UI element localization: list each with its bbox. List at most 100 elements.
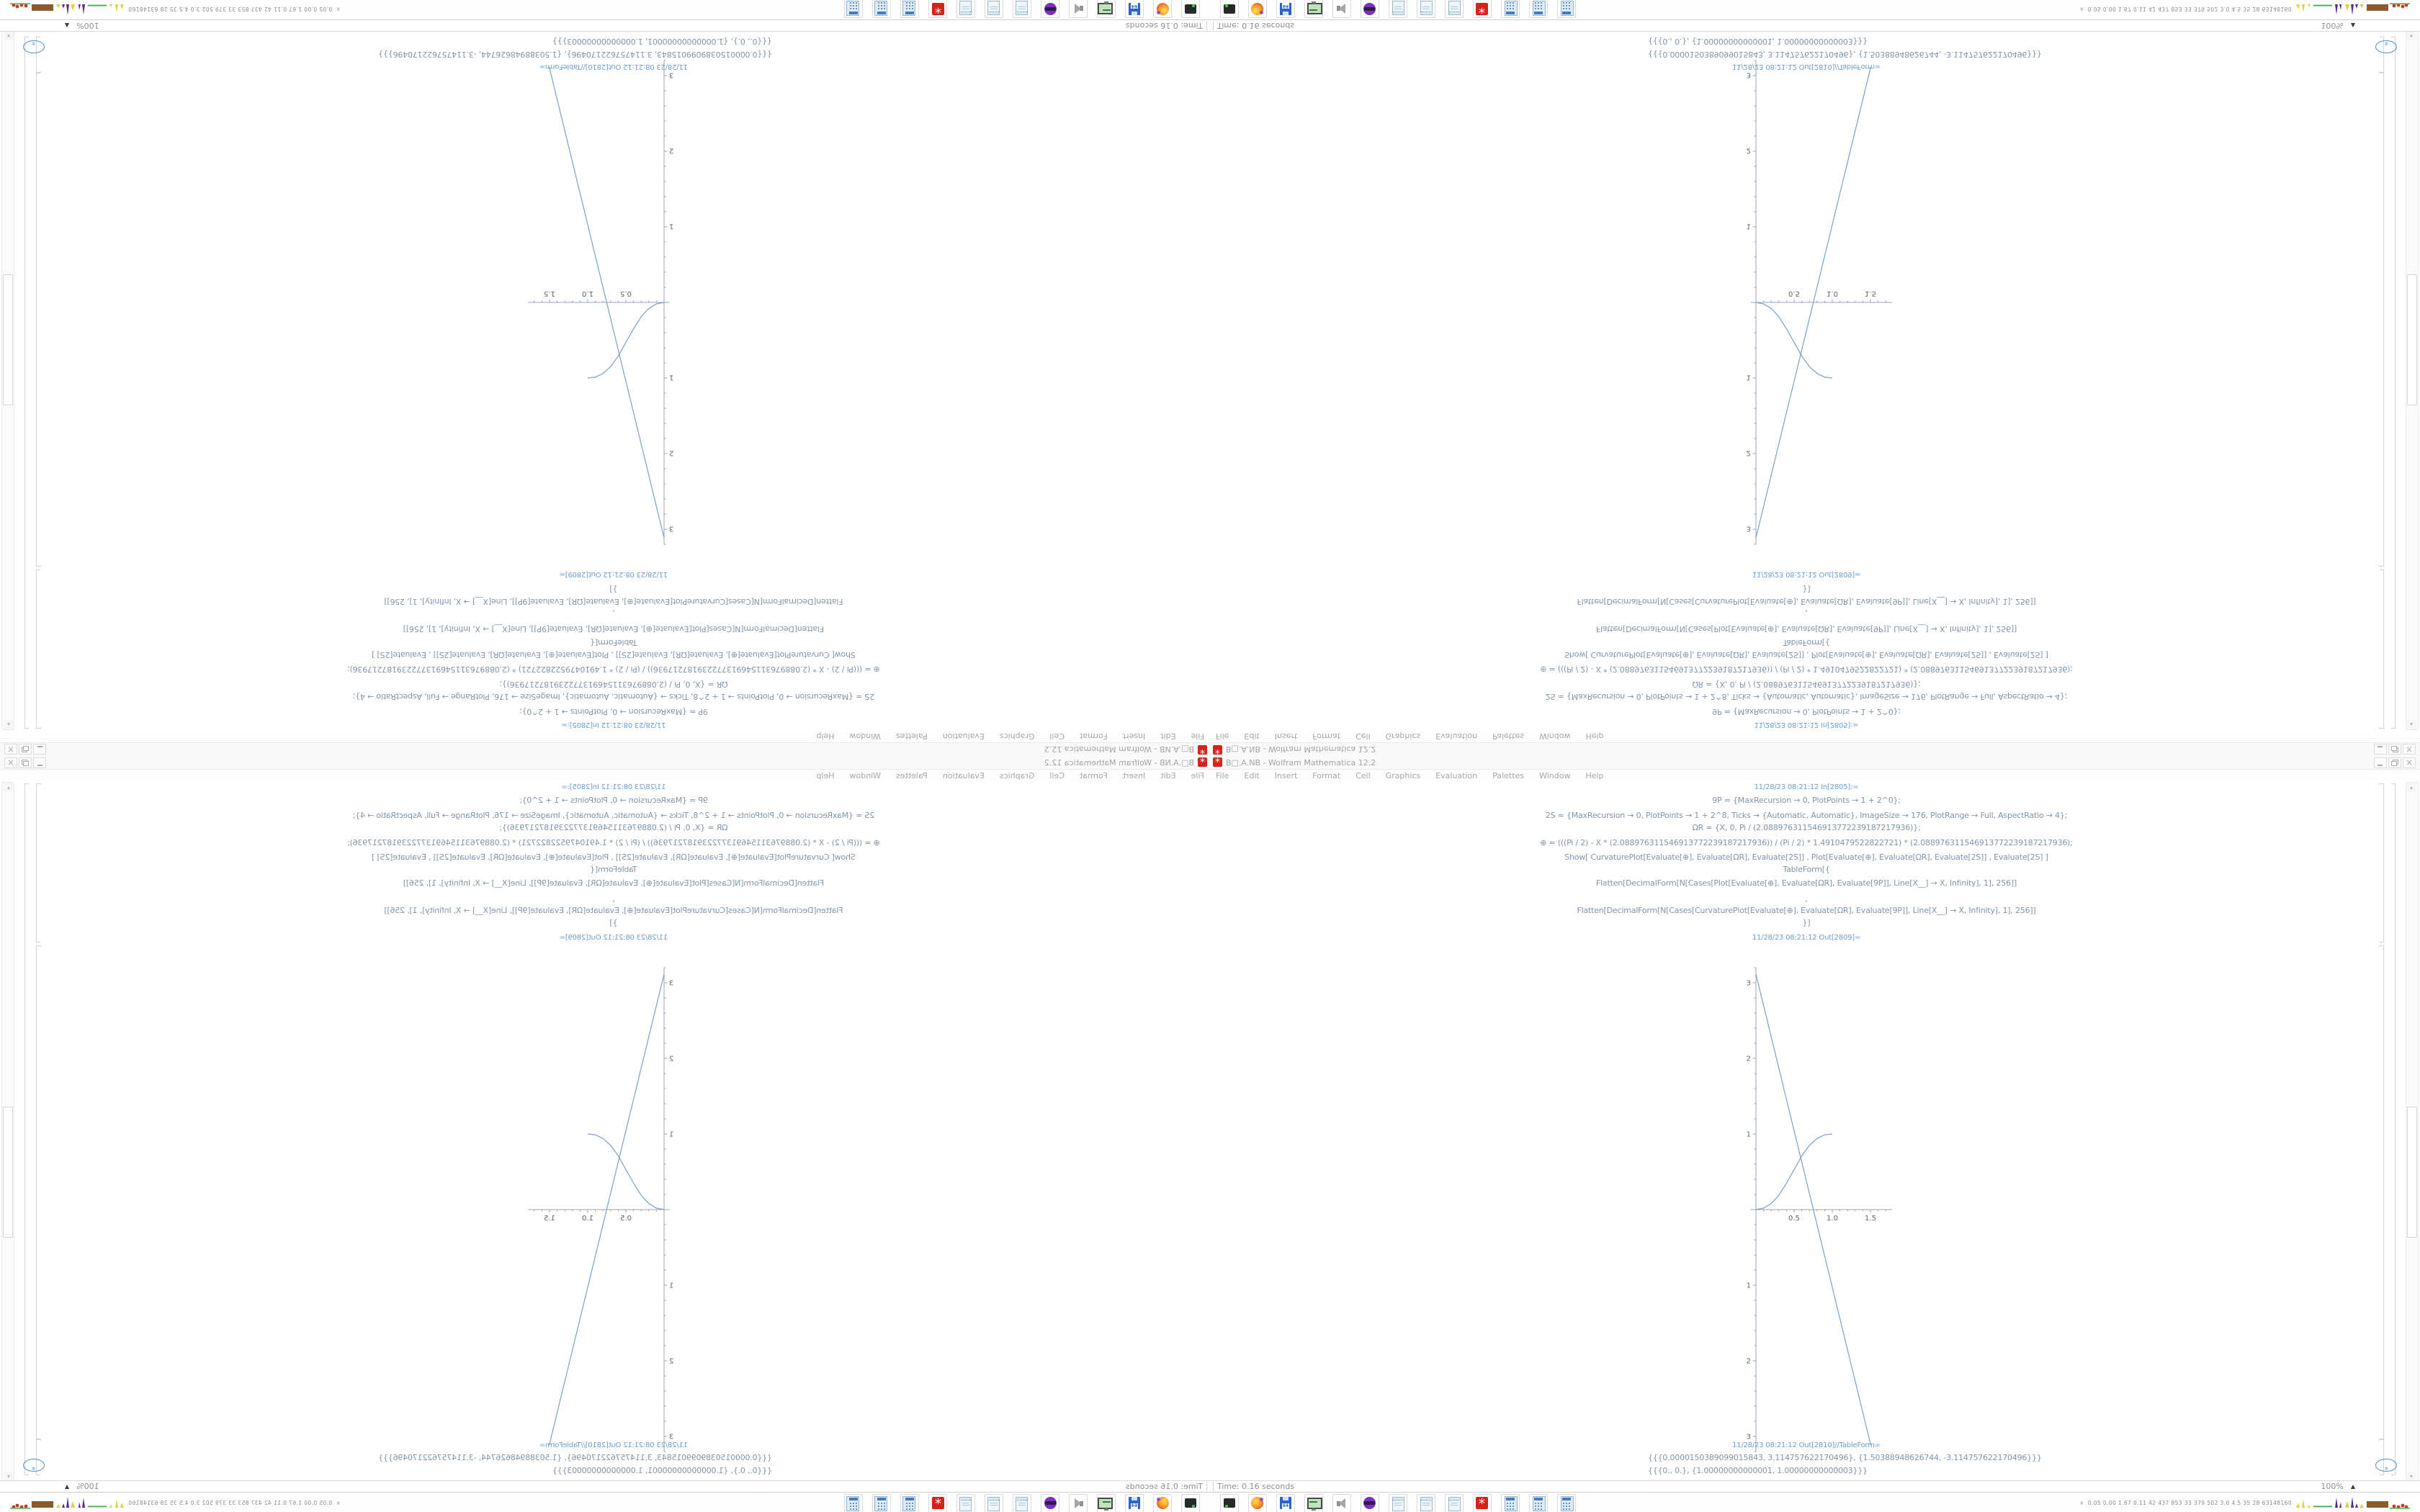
menu-cell[interactable]: Cell <box>1049 732 1065 742</box>
window-titlebar[interactable]: * B□.A.NB - Wolfram Mathematica 12.2 <box>1210 742 2420 756</box>
cell-bracket-output-plot[interactable] <box>36 945 41 1439</box>
volume-icon[interactable] <box>1069 0 1088 18</box>
menu-graphics[interactable]: Graphics <box>999 732 1035 742</box>
menu-window[interactable]: Window <box>849 770 881 780</box>
tray-expander-icon[interactable]: « <box>2077 6 2086 12</box>
menu-edit[interactable]: Edit <box>1160 732 1176 742</box>
cell-bracket-group[interactable] <box>2391 37 2396 729</box>
menu-cell[interactable]: Cell <box>1355 770 1371 780</box>
tray-expander-icon[interactable]: « <box>334 6 343 12</box>
calculator-icon[interactable] <box>1557 1494 1576 1512</box>
menu-graphics[interactable]: Graphics <box>1385 732 1421 742</box>
notepad-icon[interactable] <box>1445 1494 1464 1512</box>
magnification-value[interactable]: 100% <box>2321 1482 2344 1491</box>
menu-format[interactable]: Format <box>1312 732 1341 742</box>
calculator-icon[interactable] <box>1557 0 1576 18</box>
notepad-icon[interactable] <box>985 1494 1003 1512</box>
purple-mask-app-icon[interactable] <box>1361 1494 1379 1512</box>
menu-window[interactable]: Window <box>1539 770 1571 780</box>
minimize-button[interactable] <box>2374 757 2387 768</box>
cell-bracket-input[interactable] <box>36 570 41 729</box>
menu-file[interactable]: File <box>1216 770 1229 780</box>
minimize-button[interactable] <box>33 757 46 768</box>
firefox-icon[interactable] <box>1153 1494 1172 1512</box>
volume-icon[interactable] <box>1332 1494 1351 1512</box>
notepad-icon[interactable] <box>1013 0 1031 18</box>
notepad-icon[interactable] <box>1389 1494 1407 1512</box>
restore-button[interactable] <box>2388 757 2401 768</box>
menu-window[interactable]: Window <box>1539 732 1571 742</box>
cell-bracket-input[interactable] <box>2379 783 2384 942</box>
notepad-icon[interactable] <box>956 1494 975 1512</box>
notebook-content[interactable]: 11/28/23 08:21:12 In[2805]:= 9P = {MaxRe… <box>1210 32 2420 731</box>
menu-cell[interactable]: Cell <box>1049 770 1065 780</box>
magnification-popup-icon[interactable]: ▲ <box>65 22 70 29</box>
window-titlebar[interactable]: * B□.A.NB - Wolfram Mathematica 12.2 <box>1210 756 2420 770</box>
magnification-value[interactable]: 100% <box>76 21 99 30</box>
vertical-scrollbar[interactable]: ▴ ▾ <box>1 782 14 1482</box>
cell-bracket-output-plot[interactable] <box>2379 945 2384 1439</box>
wolfram-mathematica-icon[interactable]: * <box>1473 1494 1492 1512</box>
magnification-popup-icon[interactable]: ▲ <box>65 1483 70 1490</box>
menu-help[interactable]: Help <box>1585 770 1604 780</box>
calculator-icon[interactable] <box>900 1494 919 1512</box>
menu-palettes[interactable]: Palettes <box>1492 732 1525 742</box>
menu-palettes[interactable]: Palettes <box>895 770 928 780</box>
close-button[interactable] <box>2403 757 2416 768</box>
tray-expander-icon[interactable]: « <box>2077 1500 2086 1506</box>
menu-insert[interactable]: Insert <box>1274 732 1298 742</box>
purple-mask-app-icon[interactable] <box>1361 0 1379 18</box>
system-monitor-icon[interactable] <box>1304 0 1323 18</box>
calculator-icon[interactable] <box>872 1494 891 1512</box>
magnification-popup-icon[interactable]: ▲ <box>2350 1483 2355 1490</box>
calculator-icon[interactable] <box>844 0 863 18</box>
minimize-button[interactable] <box>2374 744 2387 755</box>
menu-format[interactable]: Format <box>1312 770 1341 780</box>
notepad-icon[interactable] <box>1389 0 1407 18</box>
cell-bracket-input[interactable] <box>2379 570 2384 729</box>
cell-bracket-output-plot[interactable] <box>36 73 41 567</box>
volume-icon[interactable] <box>1332 0 1351 18</box>
scroll-to-end-indicator-icon[interactable]: « <box>2375 1459 2397 1472</box>
calculator-icon[interactable] <box>1529 1494 1548 1512</box>
calculator-icon[interactable] <box>872 0 891 18</box>
system-monitor-icon[interactable] <box>1097 1494 1116 1512</box>
menu-graphics[interactable]: Graphics <box>999 770 1035 780</box>
scrollbar-thumb[interactable] <box>3 274 13 405</box>
menu-insert[interactable]: Insert <box>1122 732 1146 742</box>
restore-button[interactable] <box>19 744 32 755</box>
screen-recorder-icon[interactable] <box>1181 1494 1200 1512</box>
cell-bracket-group[interactable] <box>24 37 29 729</box>
menu-insert[interactable]: Insert <box>1274 770 1298 780</box>
cell-bracket-output-plot[interactable] <box>2379 73 2384 567</box>
menu-help[interactable]: Help <box>1585 732 1604 742</box>
close-button[interactable] <box>2403 744 2416 755</box>
scroll-up-icon[interactable]: ▴ <box>2406 783 2416 792</box>
menu-format[interactable]: Format <box>1079 732 1108 742</box>
notepad-icon[interactable] <box>1417 1494 1435 1512</box>
vertical-scrollbar[interactable]: ▴ ▾ <box>1 30 14 730</box>
scroll-down-icon[interactable]: ▾ <box>2406 1472 2416 1481</box>
menu-evaluation[interactable]: Evaluation <box>1435 732 1478 742</box>
scroll-up-icon[interactable]: ▴ <box>4 783 14 792</box>
wolfram-mathematica-icon[interactable]: * <box>928 0 947 18</box>
menu-file[interactable]: File <box>1191 732 1204 742</box>
scroll-to-end-indicator-icon[interactable]: « <box>23 40 45 53</box>
menu-graphics[interactable]: Graphics <box>1385 770 1421 780</box>
calculator-icon[interactable] <box>900 0 919 18</box>
menu-evaluation[interactable]: Evaluation <box>942 770 985 780</box>
scroll-up-icon[interactable]: ▴ <box>4 720 14 729</box>
system-monitor-icon[interactable] <box>1097 0 1116 18</box>
cell-bracket-input[interactable] <box>36 783 41 942</box>
menu-evaluation[interactable]: Evaluation <box>1435 770 1478 780</box>
system-monitor-icon[interactable] <box>1304 1494 1323 1512</box>
menu-evaluation[interactable]: Evaluation <box>942 732 985 742</box>
menu-help[interactable]: Help <box>816 732 835 742</box>
menu-cell[interactable]: Cell <box>1355 732 1371 742</box>
scroll-down-icon[interactable]: ▾ <box>4 31 14 40</box>
scroll-to-end-indicator-icon[interactable]: « <box>23 1459 45 1472</box>
menu-format[interactable]: Format <box>1079 770 1108 780</box>
wolfram-mathematica-icon[interactable]: * <box>928 1494 947 1512</box>
menu-palettes[interactable]: Palettes <box>1492 770 1525 780</box>
menu-palettes[interactable]: Palettes <box>895 732 928 742</box>
